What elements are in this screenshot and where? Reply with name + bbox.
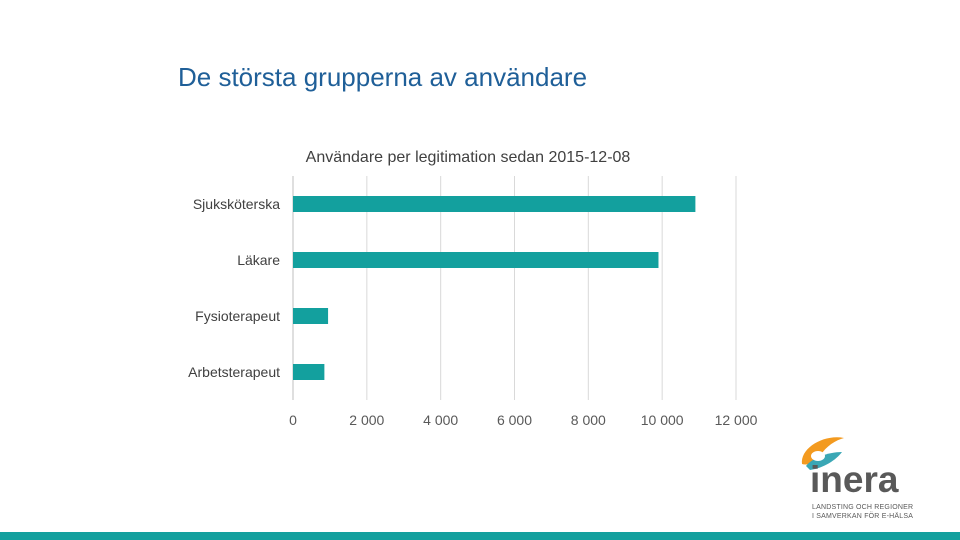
category-label: Arbetsterapeut: [188, 364, 280, 380]
inera-logo: inera LANDSTING OCH REGIONER I SAMVERKAN…: [796, 434, 946, 524]
category-labels: Sjuksköterska Läkare Fysioterapeut Arbetste…: [188, 196, 280, 380]
slide-title: De största grupperna av användare: [178, 62, 588, 92]
category-label: Sjuksköterska: [193, 196, 280, 212]
category-label: Läkare: [237, 252, 280, 268]
x-tick-label: 6 000: [497, 412, 532, 428]
logo-mark-icon: [801, 437, 844, 470]
category-label: Fysioterapeut: [195, 308, 280, 324]
bottom-accent-bar: [0, 532, 960, 540]
bar: [293, 252, 659, 268]
x-tick-label: 0: [289, 412, 297, 428]
bar: [293, 196, 696, 212]
x-tick-labels: 0 2 000 4 000 6 000 8 000 10 000 12 000: [289, 412, 758, 428]
x-tick-label: 2 000: [349, 412, 384, 428]
bars: [293, 196, 696, 380]
logo-tagline-1: LANDSTING OCH REGIONER: [812, 504, 914, 511]
chart-title: Användare per legitimation sedan 2015-12…: [306, 149, 631, 166]
bar: [293, 364, 325, 380]
x-tick-label: 4 000: [423, 412, 458, 428]
x-tick-label: 12 000: [715, 412, 758, 428]
x-tick-label: 8 000: [571, 412, 606, 428]
grid-lines: [292, 176, 737, 400]
logo-wordmark: inera: [810, 459, 899, 500]
logo-tagline-2: I SAMVERKAN FÖR E-HÄLSA: [812, 513, 914, 520]
x-tick-label: 10 000: [641, 412, 684, 428]
bar: [293, 308, 329, 324]
